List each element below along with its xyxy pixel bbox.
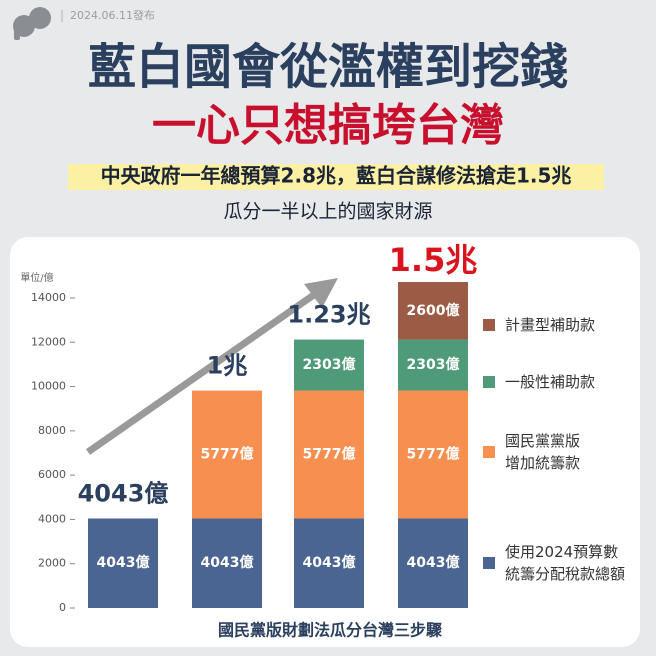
bar-segment — [398, 281, 468, 340]
y-tick-label: 8000 — [38, 424, 66, 437]
y-tick-label: 4000 — [38, 512, 66, 525]
value-label: 2600億 — [407, 302, 460, 319]
value-label: 2303億 — [303, 356, 356, 373]
tagline: 瓜分一半以上的國家財源 — [223, 201, 432, 223]
value-label: 5777億 — [201, 446, 254, 463]
legend-swatch — [483, 319, 495, 331]
legend-swatch — [483, 376, 495, 388]
trend-arrow — [86, 289, 320, 455]
value-label: 5777億 — [303, 446, 356, 463]
legend-swatch — [483, 446, 495, 458]
total-label: 1.23兆 — [287, 301, 370, 329]
legend-label: 一般性補助款 — [505, 373, 595, 391]
y-tick-label: 2000 — [38, 557, 66, 570]
bar-segment — [192, 518, 262, 608]
value-label: 4043億 — [201, 554, 254, 571]
date: 2024.06.11發布 — [70, 8, 155, 22]
y-tick-label: 0 — [59, 601, 66, 614]
y-axis-label: 單位/億 — [20, 271, 53, 284]
y-tick-label: 12000 — [31, 335, 66, 348]
highlight: 中央政府一年總預算2.8兆，藍白合謀修法搶走1.5兆 — [101, 164, 572, 188]
y-tick-label: 10000 — [31, 380, 66, 393]
bar-segment — [294, 390, 364, 519]
y-tick-label: 14000 — [31, 291, 66, 304]
subtitle: 一心只想搞垮台灣 — [152, 100, 504, 151]
total-label: 1兆 — [207, 352, 248, 380]
bar-segment — [398, 518, 468, 608]
bar-segment — [294, 339, 364, 391]
bar-segment — [192, 390, 262, 519]
y-tick-label: 6000 — [38, 468, 66, 481]
legend-label: 計畫型補助款 — [505, 316, 595, 334]
value-label: 2303億 — [407, 356, 460, 373]
total-label: 1.5兆 — [389, 241, 478, 279]
logo — [13, 7, 51, 40]
bar-segment — [294, 518, 364, 608]
legend-label: 使用2024預算數統籌分配稅款總額 — [505, 543, 625, 583]
x-axis-label: 國民黨版財劃法瓜分台灣三步驟 — [218, 621, 443, 640]
trend-arrow-head — [304, 278, 338, 308]
bar-segment — [88, 518, 158, 608]
bar-segment — [398, 339, 468, 391]
total-label: 4043億 — [78, 479, 169, 507]
legend-label: 國民黨黨版增加統籌款 — [505, 432, 580, 472]
highlight-bg — [68, 164, 604, 190]
value-label: 4043億 — [407, 554, 460, 571]
value-label: 4043億 — [303, 554, 356, 571]
title: 藍白國會從濫權到挖錢 — [88, 39, 568, 95]
value-label: 4043億 — [97, 554, 150, 571]
bar-segment — [398, 390, 468, 519]
value-label: 5777億 — [407, 446, 460, 463]
legend-swatch — [483, 557, 495, 569]
